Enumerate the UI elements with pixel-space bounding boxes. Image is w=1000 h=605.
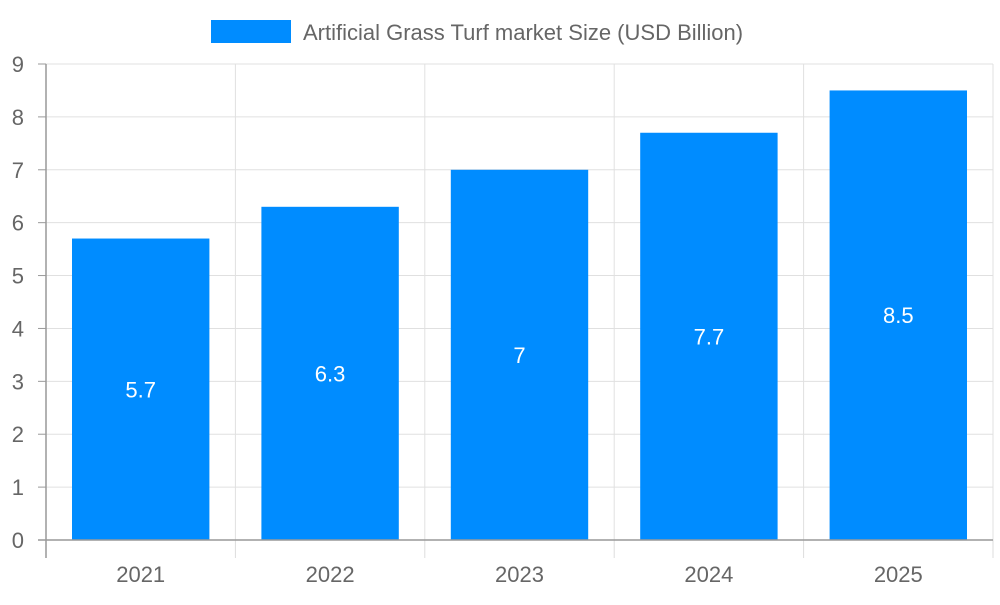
x-tick-label: 2023 xyxy=(495,562,544,587)
bar-2024 xyxy=(640,132,778,540)
x-tick-label: 2025 xyxy=(874,562,923,587)
y-tick-label: 2 xyxy=(12,422,24,447)
data-label: 7.7 xyxy=(694,324,725,349)
y-tick-label: 3 xyxy=(12,369,24,394)
x-tick-label: 2022 xyxy=(306,562,355,587)
data-label: 5.7 xyxy=(125,377,156,402)
data-label: 8.5 xyxy=(883,303,914,328)
y-tick-label: 7 xyxy=(12,158,24,183)
y-tick-label: 8 xyxy=(12,105,24,130)
y-tick-label: 1 xyxy=(12,475,24,500)
legend-label: Artificial Grass Turf market Size (USD B… xyxy=(303,20,743,45)
y-tick-label: 0 xyxy=(12,528,24,553)
legend-swatch xyxy=(211,20,291,43)
y-tick-label: 4 xyxy=(12,316,24,341)
data-label: 6.3 xyxy=(315,361,346,386)
data-label: 7 xyxy=(513,343,525,368)
x-tick-label: 2024 xyxy=(684,562,733,587)
x-tick-label: 2021 xyxy=(116,562,165,587)
bar-2022 xyxy=(261,206,399,541)
bar-2025 xyxy=(829,90,967,540)
bar-2021 xyxy=(72,238,210,541)
y-tick-label: 5 xyxy=(12,264,24,289)
bar-2023 xyxy=(450,169,589,540)
legend[interactable]: Artificial Grass Turf market Size (USD B… xyxy=(211,20,743,45)
y-tick-label: 9 xyxy=(12,52,24,77)
y-tick-label: 6 xyxy=(12,211,24,236)
